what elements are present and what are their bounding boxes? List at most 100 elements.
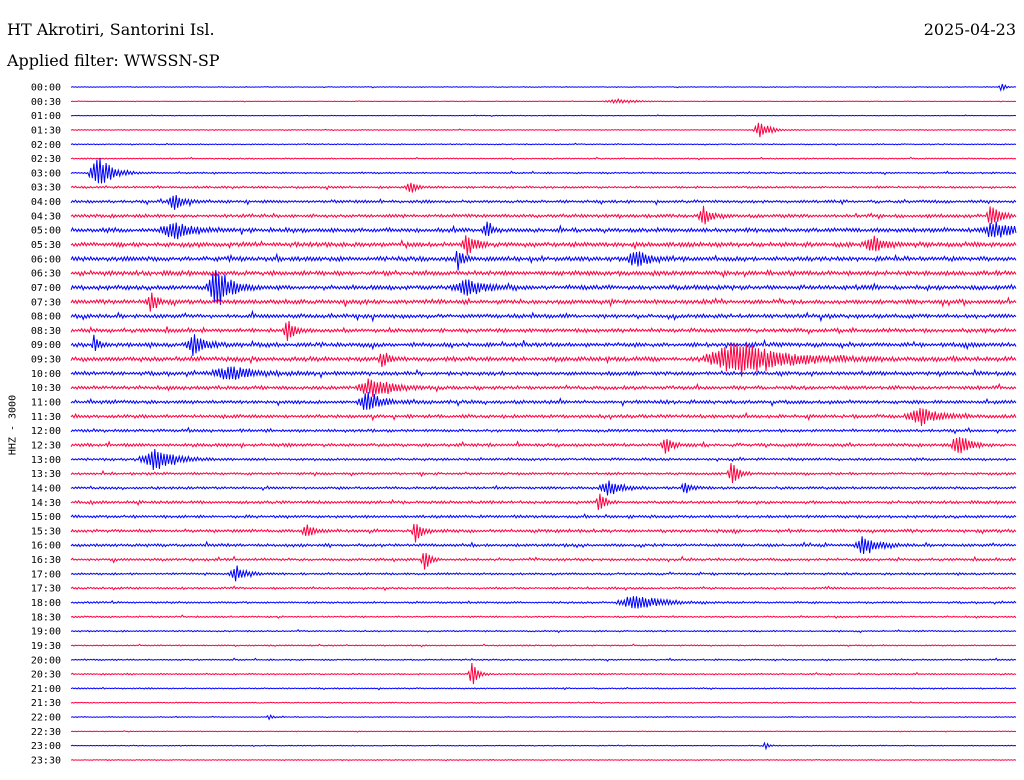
trace-row-2100 bbox=[70, 686, 1017, 691]
row-time-label: 01:00 bbox=[31, 111, 61, 122]
trace-row-1730 bbox=[70, 585, 1017, 592]
filter-label: Applied filter: WWSSN-SP bbox=[7, 51, 220, 70]
trace-row-1130 bbox=[70, 407, 1017, 426]
trace-row-0330 bbox=[70, 182, 1017, 193]
row-time-label: 11:30 bbox=[31, 412, 61, 423]
row-time-label: 09:30 bbox=[31, 355, 61, 366]
row-time-label: 00:30 bbox=[31, 97, 61, 108]
row-time-label: 18:30 bbox=[31, 612, 61, 623]
trace-row-0830 bbox=[70, 321, 1017, 341]
trace-row-0930 bbox=[70, 343, 1017, 377]
trace-row-0230 bbox=[70, 156, 1017, 161]
trace-row-1200 bbox=[70, 426, 1017, 435]
row-time-label: 20:00 bbox=[31, 655, 61, 666]
trace-row-1400 bbox=[70, 480, 1017, 496]
trace-row-0000 bbox=[70, 83, 1017, 92]
trace-row-0530 bbox=[70, 235, 1017, 256]
trace-row-0600 bbox=[70, 250, 1017, 271]
trace-row-1900 bbox=[70, 629, 1017, 634]
trace-row-2000 bbox=[70, 657, 1017, 662]
trace-row-2300 bbox=[70, 741, 1017, 751]
row-time-label: 12:00 bbox=[31, 426, 61, 437]
trace-row-0430 bbox=[70, 205, 1017, 225]
row-time-label: 13:00 bbox=[31, 455, 61, 466]
row-time-label: 22:00 bbox=[31, 713, 61, 724]
row-time-label: 14:30 bbox=[31, 498, 61, 509]
row-time-label: 06:00 bbox=[31, 254, 61, 265]
trace-row-2130 bbox=[70, 701, 1017, 705]
row-time-label: 14:00 bbox=[31, 483, 61, 494]
trace-row-1300 bbox=[70, 449, 1017, 470]
row-time-label: 08:30 bbox=[31, 326, 61, 337]
trace-row-1800 bbox=[70, 596, 1017, 609]
trace-row-1330 bbox=[70, 462, 1017, 483]
row-time-label: 18:00 bbox=[31, 598, 61, 609]
row-time-label: 07:00 bbox=[31, 283, 61, 294]
row-time-label: 17:00 bbox=[31, 569, 61, 580]
trace-row-0030 bbox=[70, 97, 1017, 105]
row-time-label: 23:30 bbox=[31, 756, 61, 767]
trace-row-1630 bbox=[70, 552, 1017, 570]
trace-row-0900 bbox=[70, 334, 1017, 356]
row-time-label: 05:00 bbox=[31, 226, 61, 237]
trace-row-0630 bbox=[70, 268, 1017, 279]
trace-row-0200 bbox=[70, 142, 1017, 146]
trace-row-0800 bbox=[70, 309, 1017, 323]
row-time-label: 00:00 bbox=[31, 83, 61, 94]
trace-row-2030 bbox=[70, 662, 1017, 685]
row-time-label: 04:00 bbox=[31, 197, 61, 208]
trace-row-0730 bbox=[70, 292, 1017, 312]
row-time-label: 22:30 bbox=[31, 727, 61, 738]
row-time-label: 15:00 bbox=[31, 512, 61, 523]
trace-row-1000 bbox=[70, 366, 1017, 380]
row-time-label: 19:00 bbox=[31, 627, 61, 638]
row-time-label: 10:00 bbox=[31, 369, 61, 380]
row-time-label: 04:30 bbox=[31, 211, 61, 222]
trace-row-2230 bbox=[70, 730, 1017, 733]
trace-row-0400 bbox=[70, 194, 1017, 210]
station-title: HT Akrotiri, Santorini Isl. bbox=[7, 20, 215, 39]
row-time-label: 05:30 bbox=[31, 240, 61, 251]
row-time-label: 01:30 bbox=[31, 125, 61, 136]
row-time-label: 08:00 bbox=[31, 312, 61, 323]
trace-row-1930 bbox=[70, 643, 1017, 648]
row-time-label: 16:30 bbox=[31, 555, 61, 566]
row-time-label: 10:30 bbox=[31, 383, 61, 394]
trace-row-1430 bbox=[70, 493, 1017, 511]
trace-row-0130 bbox=[70, 122, 1017, 138]
row-time-label: 12:30 bbox=[31, 440, 61, 451]
trace-row-0300 bbox=[70, 158, 1017, 184]
row-time-label: 09:00 bbox=[31, 340, 61, 351]
row-time-label: 13:30 bbox=[31, 469, 61, 480]
row-time-label: 16:00 bbox=[31, 541, 61, 552]
trace-row-1030 bbox=[70, 378, 1017, 397]
row-time-label: 07:30 bbox=[31, 297, 61, 308]
trace-row-1530 bbox=[70, 523, 1017, 543]
trace-row-1100 bbox=[70, 391, 1017, 410]
row-time-label: 15:30 bbox=[31, 526, 61, 537]
trace-row-1600 bbox=[70, 536, 1017, 555]
trace-row-1230 bbox=[70, 437, 1017, 454]
row-time-label: 02:00 bbox=[31, 140, 61, 151]
trace-row-0500 bbox=[70, 221, 1017, 240]
row-time-label: 11:00 bbox=[31, 398, 61, 409]
row-time-label: 03:00 bbox=[31, 168, 61, 179]
date-label: 2025-04-23 bbox=[923, 20, 1016, 39]
row-time-label: 21:00 bbox=[31, 684, 61, 695]
trace-row-1500 bbox=[70, 513, 1017, 520]
trace-row-0100 bbox=[70, 114, 1017, 117]
row-time-label: 21:30 bbox=[31, 698, 61, 709]
row-time-label: 23:00 bbox=[31, 741, 61, 752]
row-time-label: 06:30 bbox=[31, 269, 61, 280]
trace-row-2200 bbox=[70, 713, 1017, 721]
row-time-label: 17:30 bbox=[31, 584, 61, 595]
trace-row-1700 bbox=[70, 565, 1017, 582]
trace-row-2330 bbox=[70, 758, 1017, 762]
row-time-label: 02:30 bbox=[31, 154, 61, 165]
trace-row-1830 bbox=[70, 614, 1017, 619]
trace-row-0700 bbox=[70, 270, 1017, 305]
row-time-label: 20:30 bbox=[31, 670, 61, 681]
row-time-label: 03:30 bbox=[31, 183, 61, 194]
row-time-label: 19:30 bbox=[31, 641, 61, 652]
